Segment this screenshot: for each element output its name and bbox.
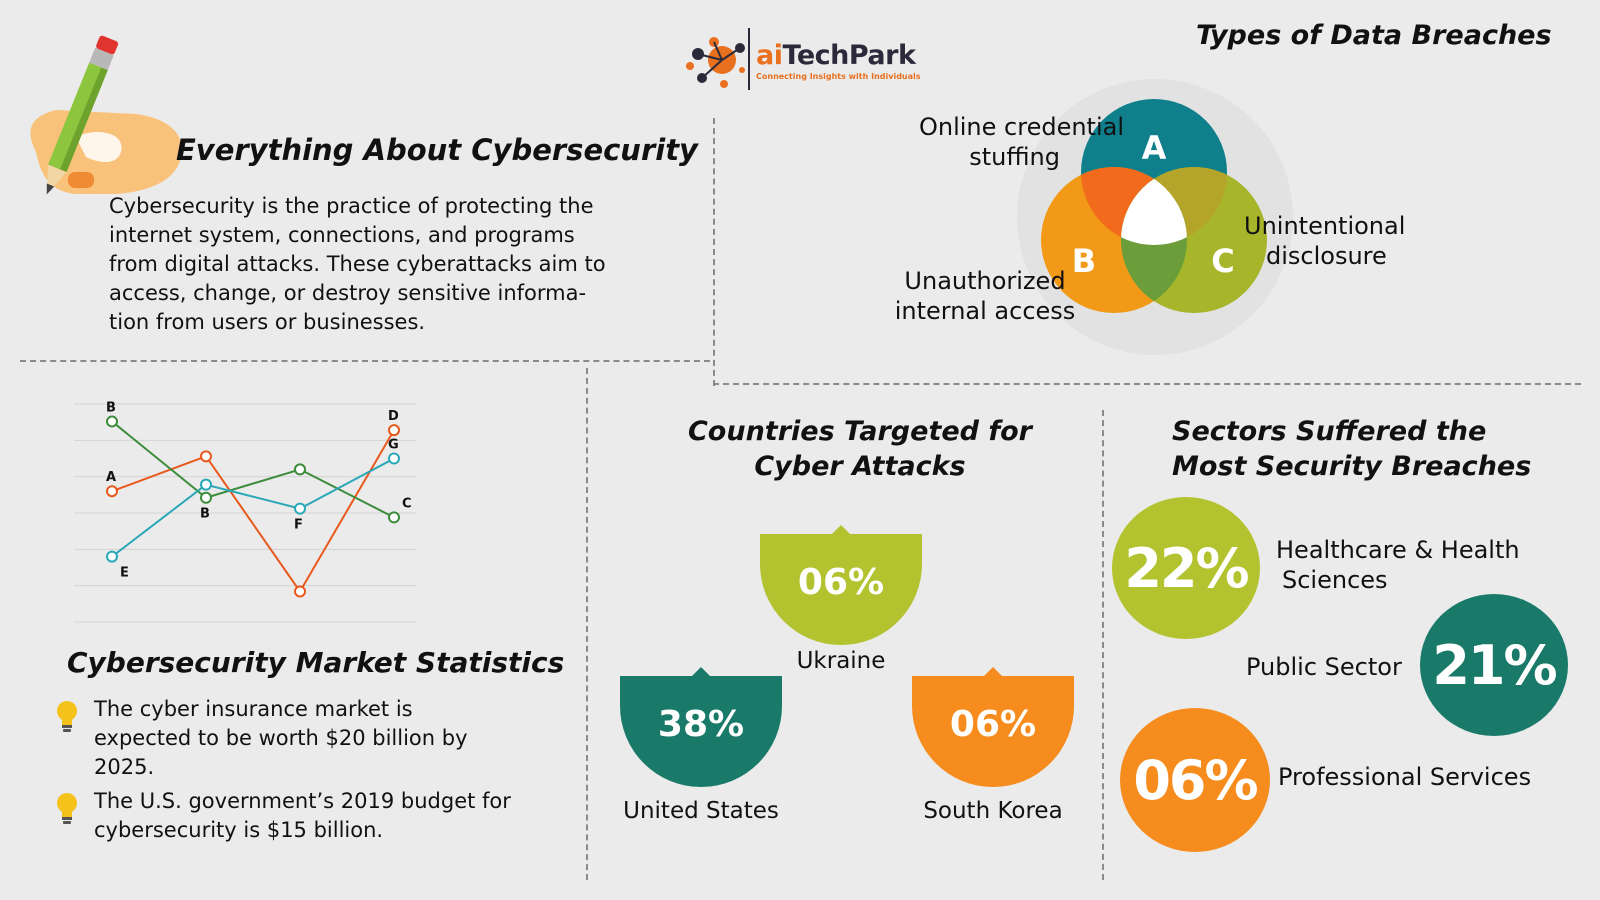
chart-point (294, 463, 306, 476)
venn-diagram: A B C (1017, 79, 1293, 355)
brand-tagline: Connecting Insights with Individuals (756, 72, 921, 81)
breach-label-b: Unauthorized internal access (880, 266, 1090, 326)
chart-point (294, 502, 306, 515)
countries-title-line2: Cyber Attacks (754, 451, 966, 482)
chart-series-line (111, 429, 395, 594)
chart-point-label: C (402, 496, 412, 511)
breach-label-c-line2: disclosure (1266, 242, 1387, 270)
breach-label-c: Unintentional disclosure (1244, 211, 1444, 271)
sectors-title-line1: Sectors Suffered the (1172, 416, 1487, 447)
venn-center (1121, 167, 1187, 245)
brand-name-main: TechPark (782, 40, 916, 71)
breach-label-a-line1: Online credential (918, 113, 1124, 141)
chart-point (388, 424, 400, 437)
hand-pencil-icon (30, 35, 182, 195)
breach-label-a-line2: stuffing (969, 143, 1060, 171)
market-line-chart: A D B B C E F G (74, 400, 416, 623)
chart-point (200, 450, 212, 463)
market-bullet: The U.S. government’s 2019 budget for cy… (54, 787, 584, 845)
about-line: internet system, connections, and progra… (109, 223, 575, 247)
chart-point (106, 550, 118, 563)
sector-circle-public: 21% (1420, 594, 1568, 736)
sector-label-professional: Professional Services (1278, 763, 1532, 791)
country-badge-ukraine: 06% (760, 525, 922, 645)
country-badge-shape (912, 667, 1074, 787)
venn-letter-a: A (1142, 129, 1167, 167)
country-pct: 06% (950, 704, 1036, 745)
country-pct: 38% (658, 704, 744, 745)
market-bullet: The cyber insurance market is expected t… (54, 695, 584, 782)
chart-series-line (111, 420, 395, 519)
chart-point-label: D (388, 409, 399, 424)
country-pct: 06% (798, 562, 884, 603)
lightbulb-icon (57, 793, 77, 824)
breach-label-c-line1: Unintentional (1244, 212, 1406, 240)
brand-logo: aiTechPark Connecting Insights with Indi… (684, 26, 934, 96)
about-line: tion from users or businesses. (109, 310, 426, 334)
countries-title-line1: Countries Targeted for (687, 416, 1032, 447)
chart-point (388, 511, 400, 524)
divider-breaches (713, 383, 1581, 385)
sector-circle-professional: 06% (1120, 708, 1270, 852)
brand-name: aiTechPark (756, 40, 916, 71)
breach-label-b-line1: Unauthorized (904, 267, 1066, 295)
about-line: Cybersecurity is the practice of protect… (109, 194, 594, 218)
market-bullet-line: 2025. (94, 755, 155, 779)
sectors-title: Sectors Suffered the Most Security Breac… (1172, 414, 1592, 484)
sector-pct: 21% (1432, 633, 1557, 697)
chart-point-label: B (106, 400, 116, 415)
country-badge-shape (760, 525, 922, 645)
country-badge-united-states: 38% (620, 667, 782, 787)
sector-pct: 06% (1133, 748, 1258, 812)
lightbulb-icon (57, 701, 77, 732)
brand-mark-icon (686, 37, 745, 88)
breach-label-a: Online credential stuffing (900, 112, 1130, 172)
brand-name-prefix: ai (756, 40, 783, 71)
country-name: United States (623, 798, 779, 824)
about-body: Cybersecurity is the practice of protect… (109, 192, 709, 337)
chart-series-line (111, 457, 395, 558)
chart-point (106, 415, 118, 428)
chart-point-label: B (200, 507, 210, 522)
sectors-title-line2: Most Security Breaches (1172, 451, 1532, 482)
brand-divider (748, 28, 750, 90)
market-title: Cybersecurity Market Statistics (67, 646, 565, 679)
sector-label-public: Public Sector (1246, 653, 1402, 681)
chart-point (200, 478, 212, 491)
chart-point-label: G (388, 438, 399, 453)
sector-circle-healthcare: 22% (1112, 497, 1260, 639)
divider-market (586, 368, 588, 880)
venn-letter-c: C (1211, 242, 1234, 280)
chart-point (294, 585, 306, 598)
breach-label-b-line2: internal access (894, 297, 1076, 325)
venn-letter-b: B (1072, 242, 1096, 280)
chart-point-label: F (294, 518, 303, 533)
chart-point (388, 452, 400, 465)
divider-countries (1102, 410, 1104, 880)
market-bullet-line: The cyber insurance market is (94, 697, 413, 721)
chart-point (106, 485, 118, 498)
chart-point (200, 491, 212, 504)
about-title: Everything About Cybersecurity (176, 133, 698, 167)
divider-top-vertical (713, 118, 715, 386)
sector-pct: 22% (1124, 536, 1249, 600)
market-bullet-line: cybersecurity is $15 billion. (94, 818, 384, 842)
country-name: South Korea (923, 798, 1063, 824)
about-line: from digital attacks. These cyberattacks… (109, 252, 606, 276)
sector-label-line1: Healthcare & Health (1276, 536, 1520, 564)
country-name: Ukraine (796, 648, 886, 674)
country-badge-shape (620, 667, 782, 787)
countries-title: Countries Targeted for Cyber Attacks (650, 414, 1070, 484)
divider-about (20, 360, 710, 362)
country-badge-south-korea: 06% (912, 667, 1074, 787)
market-bullet-line: The U.S. government’s 2019 budget for (94, 789, 511, 813)
market-bullet-line: expected to be worth $20 billion by (94, 726, 468, 750)
market-bullets: The cyber insurance market is expected t… (54, 695, 584, 845)
about-line: access, change, or destroy sensitive inf… (109, 281, 587, 305)
sector-label-healthcare: Healthcare & Health Sciences (1276, 535, 1520, 595)
chart-point-label: A (106, 470, 116, 485)
breaches-title: Types of Data Breaches (1196, 20, 1552, 51)
sector-label-line2: Sciences (1282, 566, 1388, 594)
chart-point-label: E (120, 566, 129, 581)
